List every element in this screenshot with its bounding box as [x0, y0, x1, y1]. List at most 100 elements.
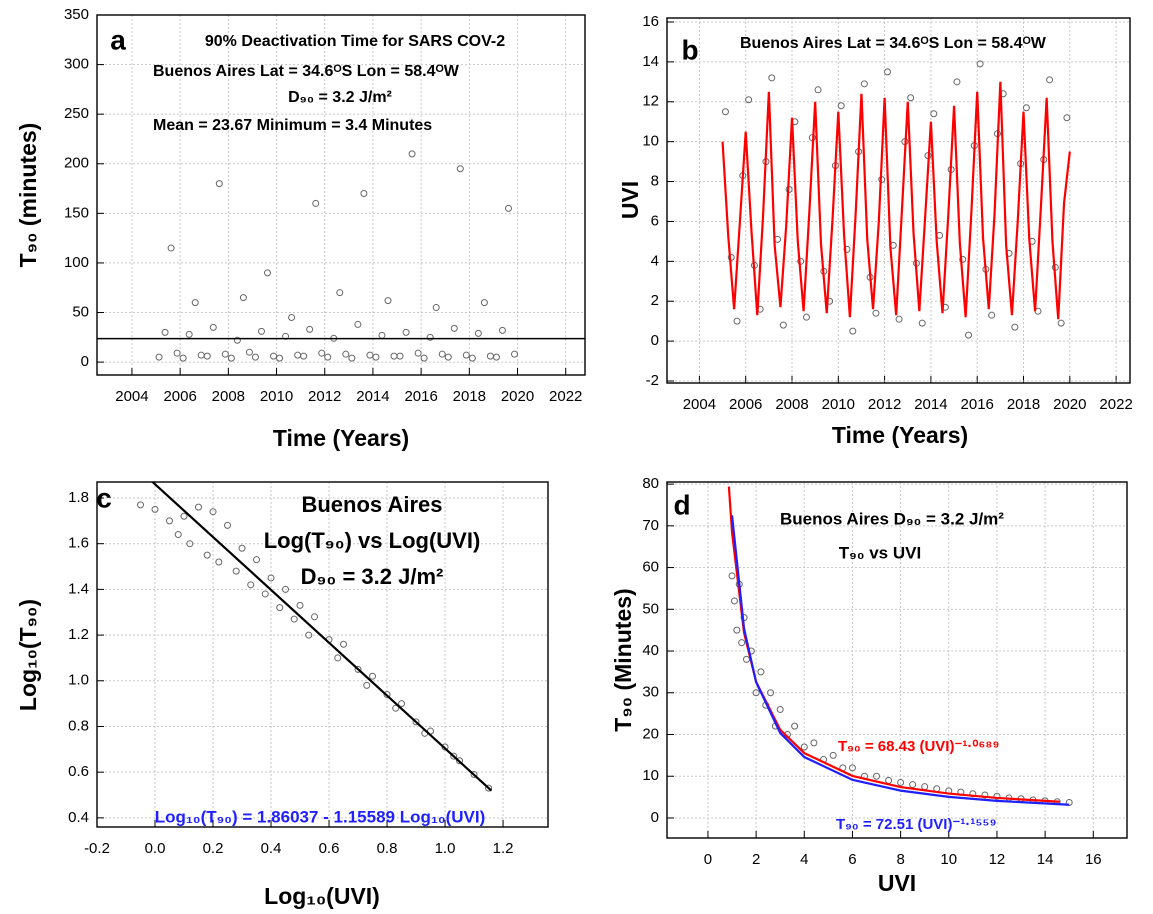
- data-point: [209, 323, 217, 331]
- x-tick-label: 2020: [501, 388, 534, 405]
- panel-label: b: [681, 34, 698, 65]
- panel: 0 2 4 6 8 10 12 14 16 0 10 20 30 40 50 60 70 80 d Buenos Ai…: [610, 475, 1128, 896]
- y-tick-label: 40: [642, 642, 659, 659]
- x-tick-label: 0.6: [319, 840, 340, 857]
- data-point: [921, 783, 929, 791]
- panel: 2004 2006 2008 2010 2012 2014 2016 2018 2020 2022…: [617, 13, 1133, 448]
- data-point: [239, 294, 247, 302]
- y-tick-label: 1.4: [68, 580, 89, 597]
- data-point: [238, 544, 246, 552]
- data-point: [420, 354, 428, 362]
- data-point: [334, 654, 342, 662]
- data-point: [993, 792, 1001, 800]
- x-tick-label: 0.8: [377, 840, 398, 857]
- data-point: [311, 613, 319, 621]
- x-tick-label: 2014: [914, 396, 947, 413]
- x-tick-label: 0.2: [203, 840, 224, 857]
- data-point: [185, 330, 193, 338]
- data-point: [312, 199, 320, 207]
- data-point: [742, 655, 750, 663]
- data-point: [730, 597, 738, 605]
- data-point: [369, 672, 377, 680]
- data-point: [1065, 799, 1073, 807]
- data-point: [191, 299, 199, 307]
- data-point: [412, 718, 420, 726]
- data-point: [930, 110, 938, 118]
- y-tick-label: 14: [642, 53, 659, 70]
- plot-area: [727, 486, 1073, 807]
- y-tick-label: 70: [642, 517, 659, 534]
- y-tick-label: 2: [651, 292, 659, 309]
- x-tick-label: 2010: [260, 388, 293, 405]
- data-point: [324, 353, 332, 361]
- annotation: T₉₀ = 72.51 (UVI)⁻¹·¹⁵⁵⁹: [836, 816, 997, 833]
- data-point: [959, 255, 967, 263]
- y-tick-label: 16: [642, 13, 659, 30]
- x-tick-label: 2010: [822, 396, 855, 413]
- x-tick-label: 0: [704, 851, 712, 868]
- data-point: [366, 351, 374, 359]
- data-point: [390, 352, 398, 360]
- x-tick-label: 0.4: [261, 840, 282, 857]
- annotation: D₉₀ = 3.2 J/m²: [301, 564, 444, 589]
- data-point: [873, 772, 881, 780]
- data-point: [354, 320, 362, 328]
- annotation: Log(T₉₀) vs Log(UVI): [264, 528, 481, 553]
- y-tick-label: 80: [642, 475, 659, 492]
- data-point: [450, 324, 458, 332]
- y-tick-label: 50: [642, 600, 659, 617]
- plot-area: [137, 482, 493, 792]
- data-point: [232, 567, 240, 575]
- y-tick-label: 200: [64, 155, 89, 172]
- data-point: [270, 352, 278, 360]
- data-point: [203, 352, 211, 360]
- data-point: [814, 86, 822, 94]
- y-tick-label: 1.2: [68, 626, 89, 643]
- data-point: [414, 349, 422, 357]
- data-point: [300, 352, 308, 360]
- data-point: [757, 668, 765, 676]
- data-point: [378, 331, 386, 339]
- data-point: [965, 331, 973, 339]
- data-point: [294, 351, 302, 359]
- x-tick-label: 8: [896, 851, 904, 868]
- fit-line: [730, 515, 1070, 806]
- data-point: [907, 94, 915, 102]
- annotation: T₉₀ = 68.43 (UVI)⁻¹·⁰⁶⁸⁹: [838, 738, 1000, 755]
- data-point: [263, 269, 271, 277]
- x-tick-label: 0.0: [145, 840, 166, 857]
- data-point: [174, 531, 182, 539]
- data-point: [267, 574, 275, 582]
- y-tick-label: 4: [651, 252, 659, 269]
- data-point: [305, 631, 313, 639]
- x-tick-label: 2006: [163, 388, 196, 405]
- data-point: [988, 311, 996, 319]
- panel-label: d: [673, 489, 690, 520]
- data-point: [810, 739, 818, 747]
- y-tick-label: 0.8: [68, 717, 89, 734]
- data-point: [779, 321, 787, 329]
- data-point: [432, 304, 440, 312]
- data-point: [151, 505, 159, 513]
- x-tick-label: 2006: [729, 396, 762, 413]
- x-axis-title: Log₁₀(UVI): [264, 883, 380, 909]
- x-tick-label: 2020: [1053, 396, 1086, 413]
- data-point: [342, 350, 350, 358]
- data-point: [776, 705, 784, 713]
- x-tick-label: 2018: [453, 388, 486, 405]
- data-point: [492, 353, 500, 361]
- data-point: [456, 757, 464, 765]
- data-point: [897, 778, 905, 786]
- data-point: [363, 681, 371, 689]
- x-tick-label: 10: [940, 851, 957, 868]
- data-point: [398, 700, 406, 708]
- data-point: [290, 615, 298, 623]
- data-point: [392, 704, 400, 712]
- data-point: [953, 78, 961, 86]
- panel-label: c: [96, 482, 112, 513]
- x-tick-label: 4: [800, 851, 808, 868]
- data-point: [402, 328, 410, 336]
- data-point: [296, 601, 304, 609]
- data-point: [306, 325, 314, 333]
